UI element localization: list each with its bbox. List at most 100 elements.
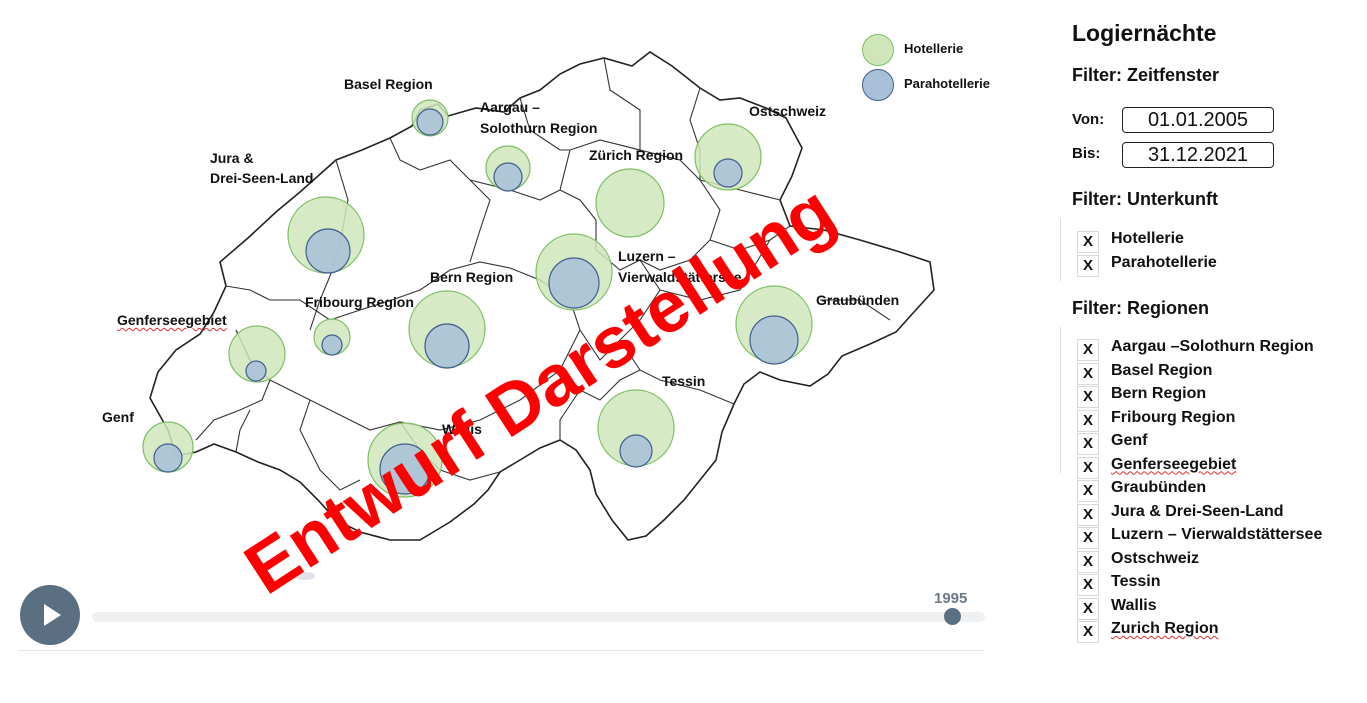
checkbox[interactable]: X [1077,550,1099,573]
bubble-group-genf[interactable] [142,421,194,473]
checkbox[interactable]: X [1077,621,1099,643]
checkbox[interactable]: X [1077,527,1099,549]
filter-label: Parahotellerie [1111,253,1217,271]
hotellerie-bubble-genferseegebiet[interactable] [228,325,286,383]
label-luzern-line2: Vierwaldstättersee [618,269,742,285]
parahotellerie-bubble-ostschweiz[interactable] [713,158,743,188]
parahotellerie-bubble-jura[interactable] [305,228,351,274]
regionen-rows: X Aargau –Solothurn Region X Basel Region X B… [1061,336,1367,643]
region-filter-item[interactable]: X Bern Region [1061,383,1367,408]
filter-label: Zurich Region [1111,620,1219,637]
region-borders [195,57,891,491]
filter-panel: Logiernächte Filter: Zeitfenster Von: 01… [1060,0,1367,703]
filter-label: Bern Region [1111,385,1207,402]
checkbox[interactable]: X [1077,254,1099,277]
legend-hotellerie-swatch [862,34,894,66]
bubble-group-bern[interactable] [408,290,486,369]
panel-title: Logiernächte [1072,20,1217,46]
label-luzern-line1: Luzern – [618,248,676,264]
legend-parahotellerie-swatch [862,69,894,101]
hotellerie-bubble-ostschweiz[interactable] [694,123,762,191]
parahotellerie-bubble-graubuenden[interactable] [749,315,799,365]
parahotellerie-bubble-genferseegebiet[interactable] [245,360,267,382]
bubble-group-aargau[interactable] [485,145,531,192]
bis-date-field[interactable]: 31.12.2021 [1122,142,1274,168]
filter-label: Fribourg Region [1111,408,1236,426]
parahotellerie-bubble-bern[interactable] [424,323,470,369]
filter-label: Basel Region [1111,361,1213,379]
checkbox[interactable]: X [1077,503,1099,526]
checkbox[interactable]: X [1077,597,1099,620]
filter-label: Genf [1111,432,1148,449]
regionen-title: Filter: Regionen [1072,298,1210,318]
region-filter-item[interactable]: X Wallis [1061,595,1367,620]
region-filter-item[interactable]: X Genferseegebiet [1061,454,1367,479]
filter-label: Tessin [1111,573,1161,590]
bubble-group-basel[interactable] [411,99,449,137]
label-bern: Bern Region [430,269,514,285]
filter-label: Hotellerie [1111,230,1184,247]
von-label: Von: [1072,111,1105,128]
region-filter-item[interactable]: X Zurich Region [1061,618,1367,643]
checkbox[interactable]: X [1077,231,1099,253]
checkbox[interactable]: X [1077,456,1099,479]
bubble-group-ostschweiz[interactable] [694,123,762,191]
label-aargau-line1: Aargau – [480,97,540,117]
label-ostschweiz: Ostschweiz [749,103,827,119]
checkbox[interactable]: X [1077,574,1099,596]
play-button[interactable] [20,585,80,645]
unterkunft-item-hotellerie[interactable]: X Hotellerie [1061,228,1367,253]
bubble-layer [142,99,813,498]
checkbox[interactable]: X [1077,386,1099,408]
legend-hotellerie-label: Hotellerie [904,41,964,56]
label-basel: Basel Region [344,76,433,92]
parahotellerie-bubble-tessin[interactable] [619,434,653,468]
zeitfenster-title: Filter: Zeitfenster [1072,65,1220,85]
parahotellerie-bubble-aargau[interactable] [493,162,523,192]
parahotellerie-bubble-luzern[interactable] [548,257,600,309]
region-filter-item[interactable]: X Ostschweiz [1061,548,1367,573]
bis-label: Bis: [1072,145,1101,162]
timeline-slider-handle[interactable] [944,608,961,625]
bubble-group-fribourg[interactable] [313,318,351,356]
region-filter-item[interactable]: X Genf [1061,430,1367,455]
region-filter-item[interactable]: X Aargau –Solothurn Region [1061,336,1367,361]
region-filter-item[interactable]: X Graubünden [1061,477,1367,502]
label-genferseegebiet: Genferseegebiet [117,312,227,328]
bubble-group-jura[interactable] [287,196,365,274]
parahotellerie-bubble-basel[interactable] [416,108,444,136]
label-zuerich: Zürich Region [589,147,684,163]
region-filter-item[interactable]: X Luzern – Vierwaldstättersee [1061,524,1367,549]
checkbox[interactable]: X [1077,339,1099,361]
checkbox[interactable]: X [1077,433,1099,455]
filter-label: Jura & Drei-Seen-Land [1111,502,1284,520]
region-filter-item[interactable]: X Basel Region [1061,360,1367,385]
checkbox[interactable]: X [1077,480,1099,502]
bubble-group-tessin[interactable] [597,389,675,468]
map-area: Basel Region Aargau – Solothurn Region O… [102,34,990,580]
parahotellerie-bubble-fribourg[interactable] [321,334,343,356]
label-aargau: Aargau – [480,99,540,115]
play-icon [44,604,61,626]
parahotellerie-bubble-genf[interactable] [153,443,183,473]
von-date-field[interactable]: 01.01.2005 [1122,107,1274,133]
checkbox[interactable]: X [1077,409,1099,432]
bubble-group-luzern[interactable] [535,233,613,311]
bubble-group-wallis[interactable] [367,422,443,498]
region-filter-item[interactable]: X Fribourg Region [1061,407,1367,432]
filter-label: Graubünden [1111,479,1207,496]
region-filter-item[interactable]: X Tessin [1061,571,1367,596]
bubble-group-graubuenden[interactable] [735,285,813,365]
region-filter-item[interactable]: X Jura & Drei-Seen-Land [1061,501,1367,526]
hotellerie-bubble-zuerich[interactable] [595,168,665,238]
filter-label: Ostschweiz [1111,549,1200,567]
unterkunft-item-parahotellerie[interactable]: X Parahotellerie [1061,252,1367,277]
bubble-group-genferseegebiet[interactable] [228,325,286,383]
parahotellerie-bubble-wallis[interactable] [379,443,431,495]
label-graubuenden: Graubünden [816,292,900,308]
timeline-slider-track[interactable] [92,612,985,622]
label-tessin: Tessin [662,373,706,389]
bubble-group-zuerich[interactable] [595,168,665,238]
filter-label: Wallis [1111,596,1157,614]
checkbox[interactable]: X [1077,362,1099,385]
